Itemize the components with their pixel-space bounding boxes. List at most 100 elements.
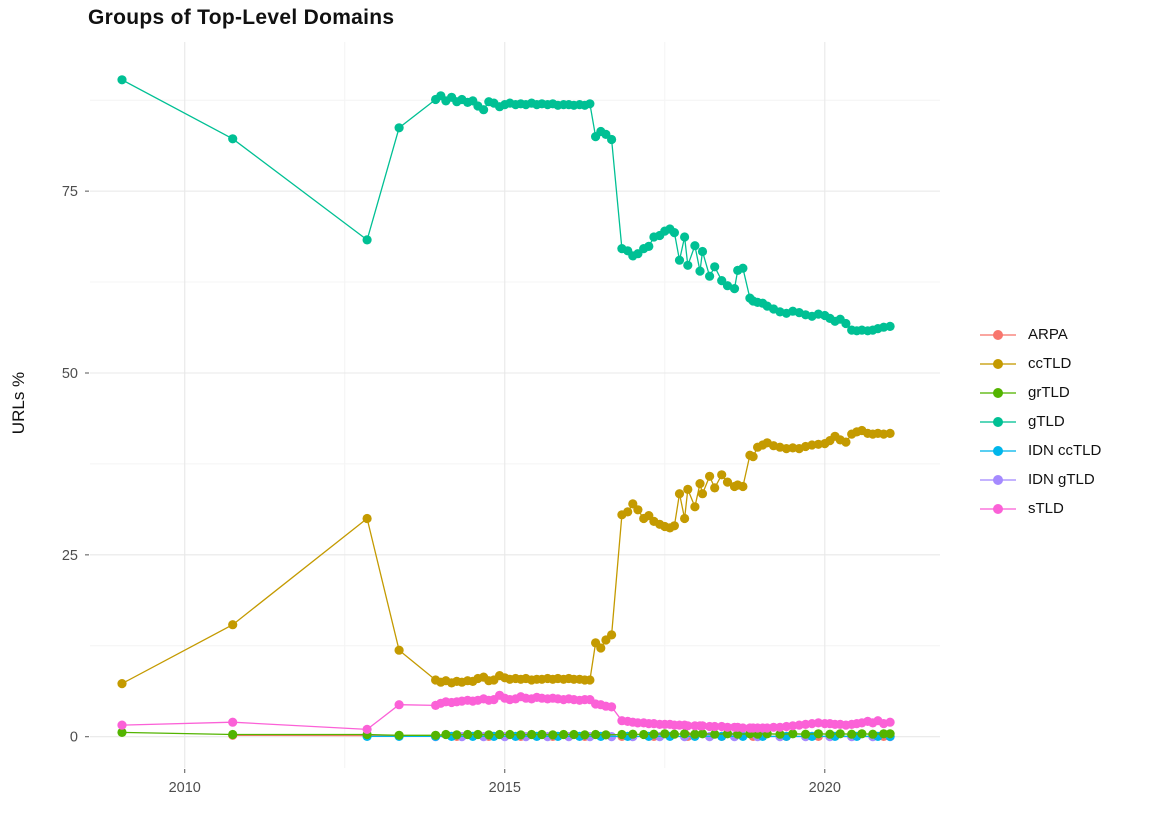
data-point — [516, 730, 526, 740]
legend-key-icon — [980, 442, 1016, 460]
legend: ARPA ccTLD grTLD gTLD IDN ccTLD IDN gTLD sTLD — [980, 320, 1101, 523]
data-point — [841, 437, 851, 447]
data-point — [649, 729, 659, 739]
legend-label: sTLD — [1028, 500, 1064, 517]
data-point — [473, 729, 483, 740]
data-point — [585, 675, 595, 685]
legend-key-icon — [980, 413, 1016, 431]
data-point — [674, 255, 685, 265]
data-point — [394, 645, 404, 655]
data-point — [722, 281, 733, 291]
data-point — [847, 729, 857, 739]
data-point — [607, 630, 617, 640]
data-point — [117, 720, 127, 730]
legend-item-gtld: gTLD — [980, 407, 1101, 436]
data-point — [683, 721, 693, 731]
y-tick-label: 25 — [62, 548, 78, 564]
data-point — [644, 241, 654, 251]
data-point — [559, 729, 569, 740]
legend-item-grtld: grTLD — [980, 378, 1101, 407]
data-point — [628, 729, 638, 739]
data-point — [697, 721, 708, 731]
data-point — [660, 729, 670, 739]
data-point — [623, 507, 633, 517]
data-point — [394, 700, 404, 710]
legend-key-icon — [980, 326, 1016, 344]
series-gtld — [117, 75, 895, 336]
data-point — [617, 729, 627, 740]
y-tick-label: 0 — [70, 730, 78, 746]
data-point — [527, 729, 537, 740]
data-point — [117, 75, 127, 85]
data-point — [228, 620, 238, 630]
data-point — [639, 729, 649, 740]
data-point — [857, 729, 867, 739]
data-point — [228, 729, 238, 740]
data-point — [463, 729, 473, 740]
legend-item-idn-gtld: IDN gTLD — [980, 465, 1101, 494]
data-point — [885, 717, 895, 727]
x-tick-label: 2020 — [809, 780, 841, 796]
data-point — [669, 228, 680, 238]
data-point — [738, 723, 748, 733]
data-point — [431, 730, 441, 740]
data-point — [362, 724, 372, 735]
data-point — [690, 241, 700, 251]
data-point — [690, 729, 700, 739]
data-point — [228, 717, 238, 727]
legend-label: gTLD — [1028, 413, 1065, 430]
data-point — [683, 484, 693, 494]
data-point — [537, 729, 547, 740]
series-line — [121, 79, 891, 332]
data-point — [801, 729, 811, 739]
data-point — [452, 730, 462, 740]
data-point — [738, 481, 748, 492]
data-point — [710, 483, 720, 493]
data-point — [868, 729, 878, 739]
data-point — [775, 729, 785, 739]
data-point — [769, 722, 779, 732]
data-point — [717, 470, 727, 480]
data-point — [669, 521, 680, 531]
data-point — [484, 730, 494, 740]
data-point — [228, 134, 238, 144]
data-point — [710, 721, 720, 732]
data-point — [813, 729, 824, 739]
data-point — [885, 428, 895, 438]
legend-key-icon — [980, 355, 1016, 373]
legend-label: IDN ccTLD — [1028, 442, 1102, 459]
legend-item-arpa: ARPA — [980, 320, 1101, 349]
legend-label: IDN gTLD — [1028, 471, 1095, 488]
data-point — [548, 730, 558, 740]
data-point — [394, 730, 404, 740]
data-point — [505, 729, 515, 740]
data-point — [722, 477, 733, 487]
data-point — [441, 729, 451, 740]
data-point — [841, 318, 851, 329]
legend-key-icon — [980, 500, 1016, 518]
series-stld — [117, 690, 895, 735]
data-point — [697, 246, 708, 257]
legend-label: ARPA — [1028, 326, 1068, 343]
data-point — [117, 727, 127, 738]
data-point — [825, 729, 835, 739]
data-point — [835, 729, 845, 739]
legend-item-cctld: ccTLD — [980, 349, 1101, 378]
data-point — [633, 505, 643, 515]
data-point — [733, 729, 743, 739]
legend-label: grTLD — [1028, 384, 1070, 401]
legend-item-stld: sTLD — [980, 494, 1101, 523]
data-point — [591, 729, 601, 740]
data-point — [722, 729, 733, 739]
data-point — [710, 729, 720, 739]
data-point — [722, 722, 733, 732]
data-point — [674, 489, 685, 499]
data-point — [695, 479, 705, 489]
y-axis-title: URLs % — [9, 371, 28, 435]
data-point — [479, 105, 489, 115]
series-cctld — [117, 425, 895, 689]
data-point — [680, 729, 690, 739]
data-point — [362, 513, 372, 524]
legend-label: ccTLD — [1028, 355, 1072, 372]
